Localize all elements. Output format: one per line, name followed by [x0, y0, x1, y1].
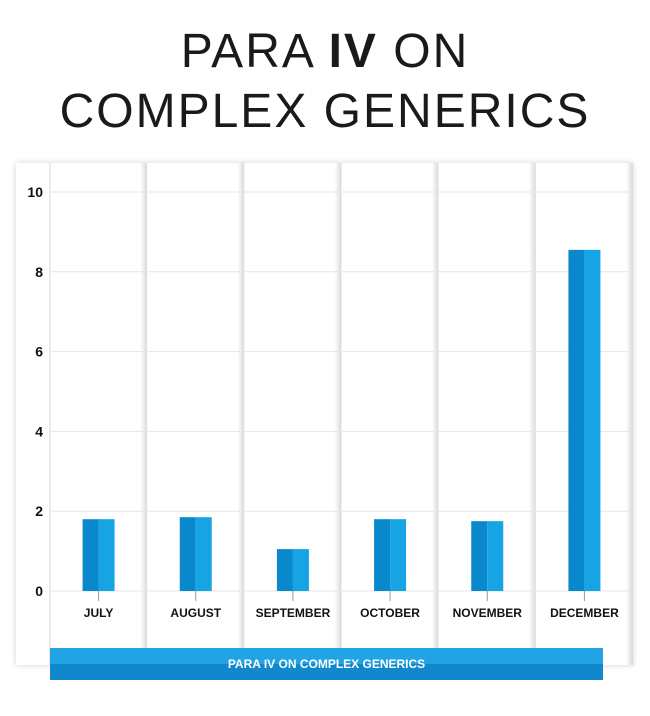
- title-part-bold: IV: [328, 25, 378, 78]
- y-tick-label: 0: [35, 583, 43, 599]
- bar-left-half: [374, 519, 391, 591]
- bar: [487, 521, 504, 591]
- x-tick-label: JULY: [84, 606, 114, 620]
- y-tick-label: 6: [35, 344, 43, 360]
- bar: [98, 519, 115, 591]
- bar-left-half: [276, 549, 293, 591]
- x-tick-label: SEPTEMBER: [256, 606, 331, 620]
- y-tick-label: 8: [35, 264, 43, 280]
- y-tick-label: 10: [27, 184, 43, 200]
- bar-left-half: [82, 519, 99, 591]
- y-tick-label: 2: [35, 503, 43, 519]
- x-tick-label: OCTOBER: [360, 606, 420, 620]
- chart-title-line-2: COMPLEX GENERICS: [59, 85, 591, 138]
- title-part-1: PARA: [180, 25, 329, 78]
- bar-left-half: [179, 517, 196, 591]
- bar: [584, 249, 601, 592]
- y-tick-label: 4: [35, 423, 43, 439]
- title-part-2: ON: [377, 25, 470, 78]
- bar: [292, 549, 309, 591]
- bar-left-half: [471, 521, 488, 591]
- x-tick-label: AUGUST: [170, 606, 221, 620]
- bar: [390, 519, 407, 591]
- x-tick-label: NOVEMBER: [453, 606, 523, 620]
- legend: PARA IV ON COMPLEX GENERICS: [50, 648, 603, 680]
- bar-left-half: [568, 249, 585, 592]
- x-tick-label: DECEMBER: [550, 606, 619, 620]
- bar: [195, 517, 212, 591]
- legend-label: PARA IV ON COMPLEX GENERICS: [227, 657, 426, 671]
- chart-title-line-1: PARA IV ON: [0, 24, 650, 80]
